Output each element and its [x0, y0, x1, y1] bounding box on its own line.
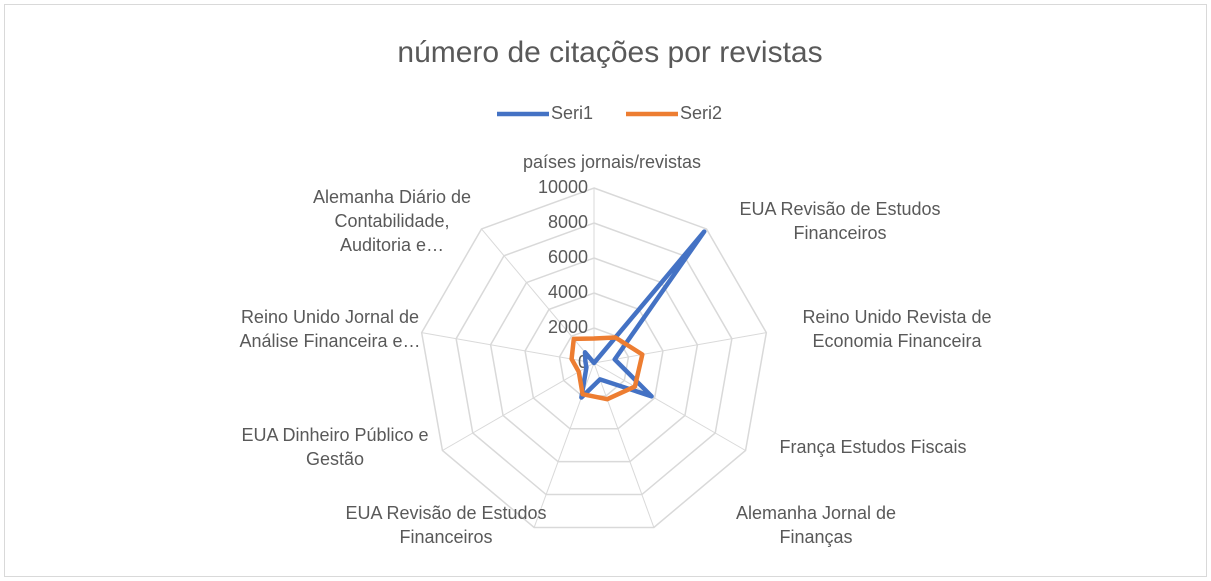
category-label: EUA Dinheiro Público e Gestão [241, 425, 428, 469]
chart-frame [4, 4, 1207, 577]
category-label: Reino Unido Revista de Economia Financeir… [802, 307, 991, 351]
grid-ring [489, 257, 699, 463]
category-label-line: Financeiros [793, 223, 886, 243]
legend-label: Seri2 [680, 103, 722, 123]
chart-title: número de citações por revistas [397, 36, 822, 69]
spoke [421, 332, 595, 364]
category-label-line: Alemanha Diário de [313, 187, 471, 207]
spoke [593, 362, 746, 451]
category-label-line: Economia Financeira [812, 331, 982, 351]
category-label: EUA Revisão de Estudos Financeiros [739, 199, 940, 243]
spoke [593, 362, 655, 528]
category-label: países jornais/revistas [523, 152, 701, 172]
category-label-line: EUA Revisão de Estudos [739, 199, 940, 219]
spoke [593, 332, 767, 364]
category-label-line: Alemanha Jornal de [736, 503, 896, 523]
category-label-line: Contabilidade, [334, 211, 449, 231]
category-label-line: Finanças [779, 527, 852, 547]
series-line [569, 335, 645, 402]
category-label-line: Análise Financeira e… [239, 331, 420, 351]
r-tick-label: 8000 [548, 212, 588, 232]
r-tick-label: 6000 [548, 247, 588, 267]
category-label-line: Auditoria e… [340, 235, 444, 255]
spoke [442, 362, 595, 451]
category-label: França Estudos Fiscais [779, 437, 966, 457]
category-label-line: Financeiros [399, 527, 492, 547]
category-label-line: Reino Unido Revista de [802, 307, 991, 327]
category-label-line: Gestão [306, 449, 364, 469]
legend-label: Seri1 [551, 103, 593, 123]
category-label-line: Reino Unido Jornal de [241, 307, 419, 327]
category-label-line: EUA Dinheiro Público e [241, 425, 428, 445]
r-tick-label: 10000 [538, 177, 588, 197]
category-label: EUA Revisão de Estudos Financeiros [345, 503, 546, 547]
category-label: Alemanha Jornal de Finanças [736, 503, 896, 547]
r-tick-label: 0 [578, 352, 588, 372]
category-label: Reino Unido Jornal de Análise Financeira … [239, 307, 420, 351]
grid-ring [455, 222, 733, 496]
series-line [579, 229, 707, 400]
category-label: Alemanha Diário de Contabilidade, Auditori… [313, 187, 471, 255]
grid-ring [420, 187, 768, 529]
grid-ring [524, 292, 664, 430]
r-tick-label: 4000 [548, 282, 588, 302]
r-tick-label: 2000 [548, 317, 588, 337]
category-label-line: EUA Revisão de Estudos [345, 503, 546, 523]
